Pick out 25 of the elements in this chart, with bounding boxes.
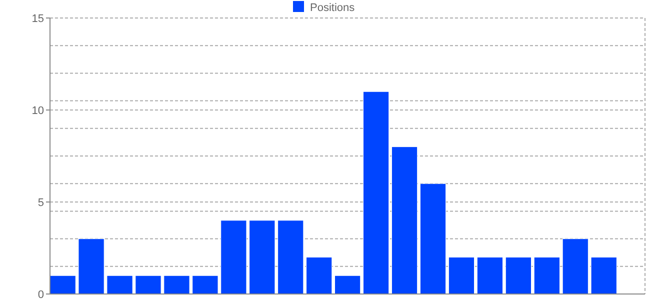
y-tick-label: 5 (38, 196, 44, 209)
bar (362, 91, 390, 294)
bar (106, 275, 133, 294)
y-tick-label: 0 (38, 288, 44, 300)
bar (562, 238, 588, 294)
bar (505, 256, 532, 294)
bar (306, 256, 332, 294)
bar (220, 220, 247, 294)
bar (192, 275, 218, 294)
legend-label: Positions (310, 2, 356, 14)
bar (334, 275, 361, 294)
bar (590, 256, 617, 294)
bar (135, 275, 162, 294)
bar (420, 183, 446, 294)
bar (249, 220, 276, 294)
bar (50, 275, 76, 294)
bar (391, 146, 418, 294)
y-tick-label: 10 (32, 104, 44, 117)
bar (476, 256, 504, 294)
bar (448, 256, 475, 294)
bar (278, 220, 304, 294)
bar (534, 256, 560, 294)
bar (78, 238, 104, 294)
bar (164, 275, 190, 294)
y-tick-label: 15 (32, 12, 44, 25)
